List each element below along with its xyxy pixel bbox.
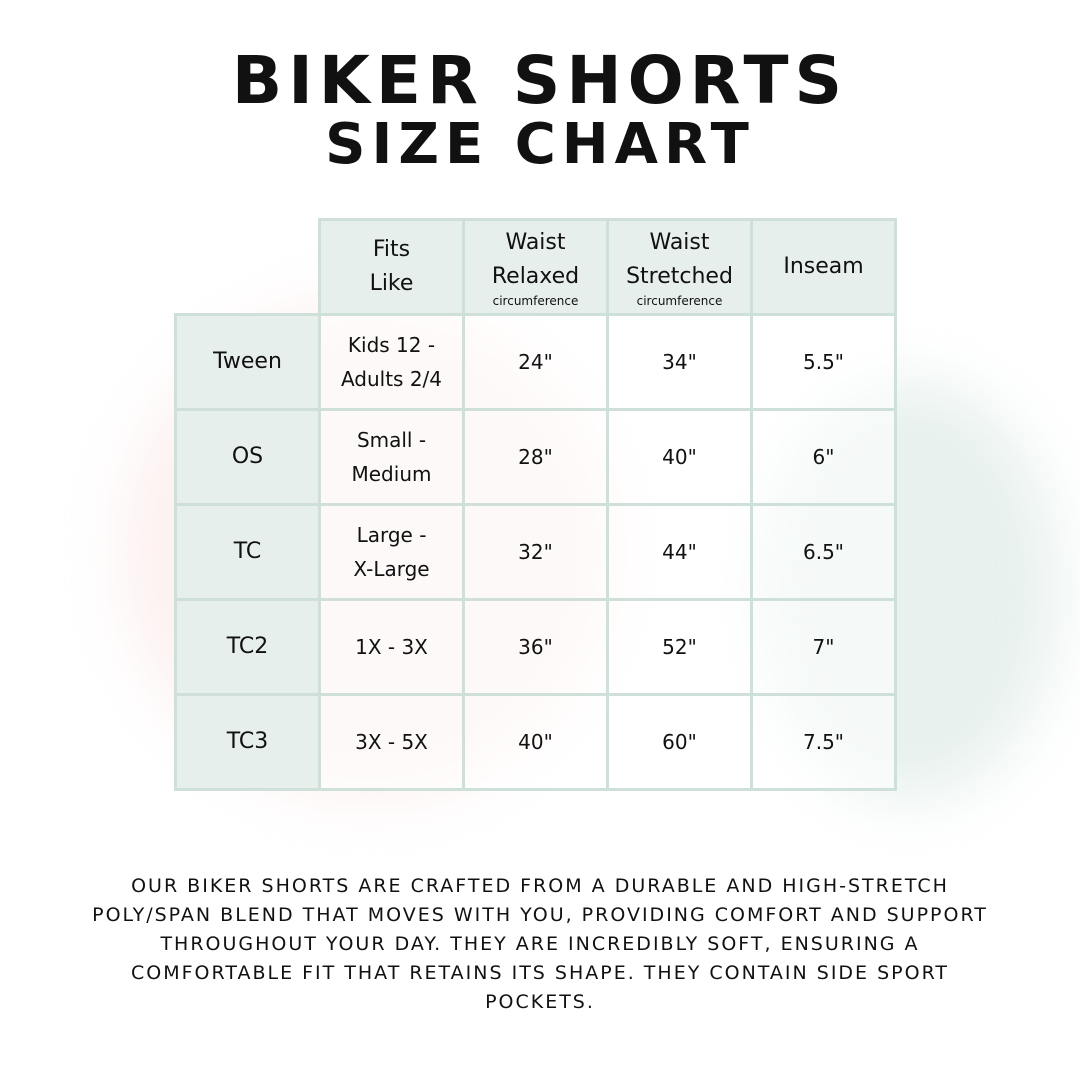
fits-like-cell: Kids 12 - Adults 2/4 xyxy=(318,313,465,411)
fits-like-cell: 3X - 5X xyxy=(318,693,465,791)
header-waist-relaxed: Waist Relaxed circumference xyxy=(462,218,609,316)
waist-stretched-cell: 52" xyxy=(606,598,753,696)
header-fits-like: Fits Like xyxy=(318,218,465,316)
inseam-cell: 6.5" xyxy=(750,503,897,601)
table-row: TC Large - X-Large 32" 44" 6.5" xyxy=(174,503,897,601)
size-cell: TC3 xyxy=(174,693,321,791)
fits-like-cell: 1X - 3X xyxy=(318,598,465,696)
size-cell: Tween xyxy=(174,313,321,411)
header-inseam: Inseam xyxy=(750,218,897,316)
inseam-cell: 5.5" xyxy=(750,313,897,411)
waist-relaxed-cell: 32" xyxy=(462,503,609,601)
inseam-cell: 7" xyxy=(750,598,897,696)
fits-like-cell: Small - Medium xyxy=(318,408,465,506)
waist-stretched-cell: 44" xyxy=(606,503,753,601)
waist-relaxed-cell: 28" xyxy=(462,408,609,506)
page-subtitle: SIZE CHART xyxy=(325,112,755,177)
waist-stretched-cell: 34" xyxy=(606,313,753,411)
waist-relaxed-cell: 36" xyxy=(462,598,609,696)
inseam-cell: 6" xyxy=(750,408,897,506)
waist-relaxed-cell: 24" xyxy=(462,313,609,411)
size-cell: OS xyxy=(174,408,321,506)
header-row: Fits Like Waist Relaxed circumference Waist… xyxy=(175,218,897,316)
size-chart-table: Fits Like Waist Relaxed circumference Waist… xyxy=(174,218,897,791)
size-cell: TC xyxy=(174,503,321,601)
header-waist-stretched: Waist Stretched circumference xyxy=(606,218,753,316)
size-cell: TC2 xyxy=(174,598,321,696)
description: Our biker shorts are crafted from a dura… xyxy=(92,875,988,1013)
page-title: BIKER SHORTS xyxy=(231,42,849,119)
table-row: TC2 1X - 3X 36" 52" 7" xyxy=(174,598,897,696)
table-row: Tween Kids 12 - Adults 2/4 24" 34" 5.5" xyxy=(174,313,897,411)
waist-stretched-cell: 60" xyxy=(606,693,753,791)
fits-like-cell: Large - X-Large xyxy=(318,503,465,601)
waist-stretched-cell: 40" xyxy=(606,408,753,506)
table-row: OS Small - Medium 28" 40" 6" xyxy=(174,408,897,506)
corner-cell xyxy=(175,219,321,316)
inseam-cell: 7.5" xyxy=(750,693,897,791)
waist-relaxed-cell: 40" xyxy=(462,693,609,791)
table-row: TC3 3X - 5X 40" 60" 7.5" xyxy=(174,693,897,791)
